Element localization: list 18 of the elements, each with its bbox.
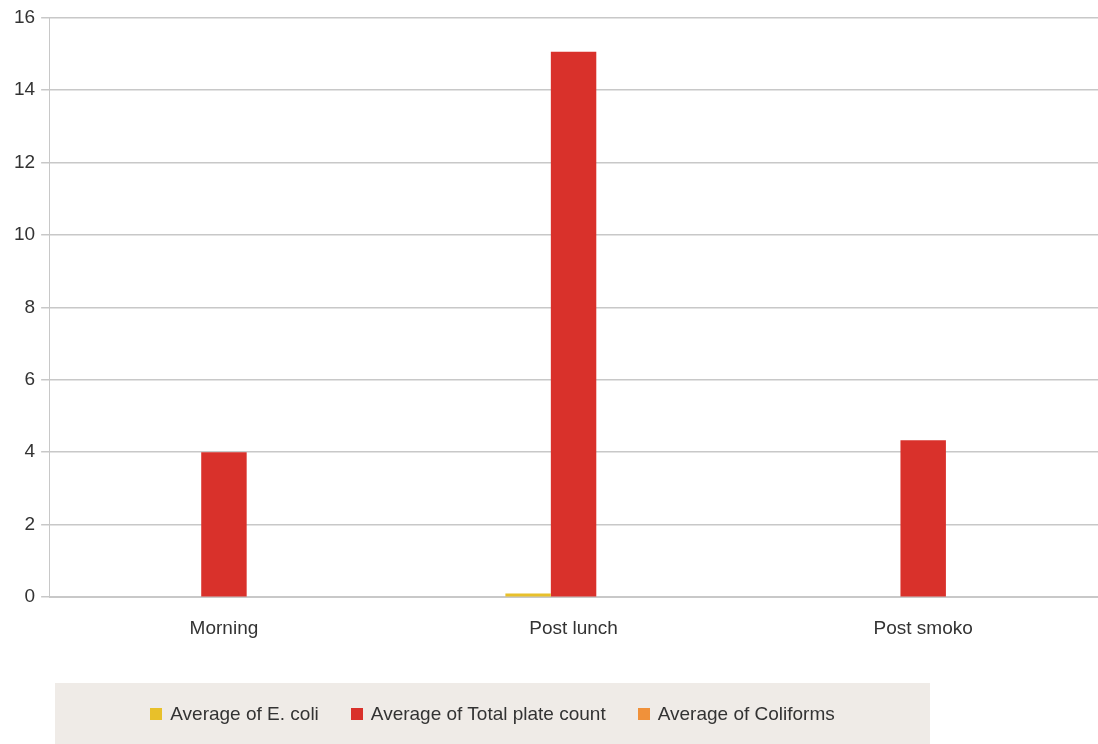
bar xyxy=(550,51,597,597)
y-tick-label: 10 xyxy=(13,223,36,245)
y-tick-label: 12 xyxy=(13,150,36,172)
legend-label: Average of E. coli xyxy=(170,702,319,725)
bar xyxy=(201,452,247,597)
y-tick-label: 8 xyxy=(24,295,36,317)
y-tick-label: 2 xyxy=(24,512,36,534)
y-tick-label: 4 xyxy=(24,440,36,462)
y-tick-label: 14 xyxy=(13,78,36,100)
bar xyxy=(900,440,946,597)
x-tick-label: Morning xyxy=(189,616,259,638)
y-tick-label: 0 xyxy=(24,585,36,607)
y-tick-label: 16 xyxy=(13,5,36,27)
legend-label: Average of Coliforms xyxy=(657,702,835,725)
x-tick-label: Post lunch xyxy=(529,616,618,638)
legend-label: Average of Total plate count xyxy=(370,702,606,725)
y-tick-label: 6 xyxy=(24,368,36,390)
x-tick-label: Post smoko xyxy=(873,616,973,638)
